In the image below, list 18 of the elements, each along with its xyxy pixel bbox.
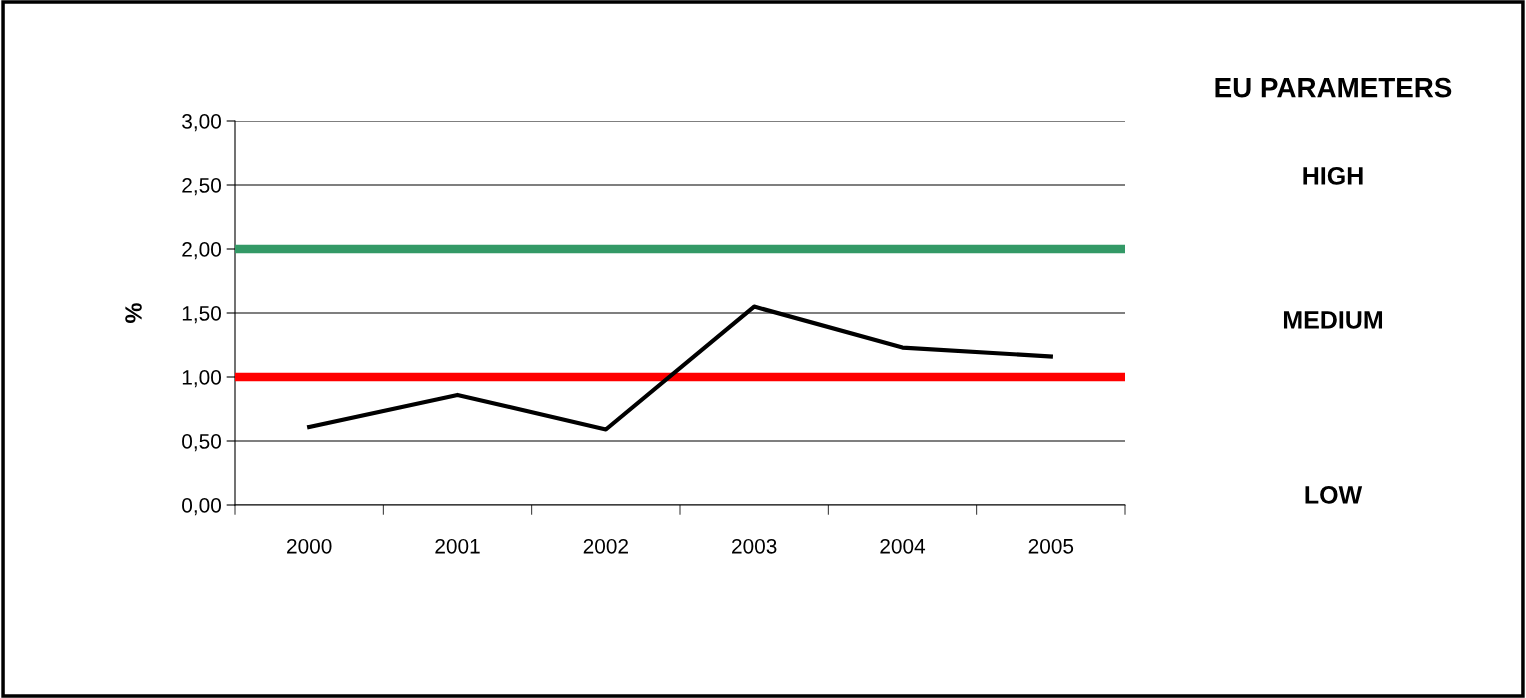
text: LOW <box>1305 486 1363 504</box>
y-tick-label: 2,50 <box>182 178 221 196</box>
x-tick-label: 2002 <box>583 538 628 554</box>
x-tick-label: 2001 <box>435 538 480 554</box>
y-tick-label: 3,00 <box>182 114 221 132</box>
y-axis-title: % <box>125 303 142 323</box>
y-tick-label: 1,00 <box>182 370 221 388</box>
text: EU PARAMETERS <box>1215 77 1452 98</box>
y-tick-label: 2,00 <box>182 242 221 260</box>
y-tick-label: 0,00 <box>182 498 221 516</box>
x-tick-label: 2004 <box>880 538 926 554</box>
y-tick-label: 0,50 <box>182 434 221 452</box>
text: HIGH <box>1303 167 1363 185</box>
x-tick-label: 2003 <box>732 538 777 554</box>
x-tick-label: 2005 <box>1028 538 1074 554</box>
y-tick-label: 1,50 <box>182 306 221 324</box>
x-tick-label: 2000 <box>287 538 332 554</box>
text: MEDIUM <box>1283 311 1383 329</box>
